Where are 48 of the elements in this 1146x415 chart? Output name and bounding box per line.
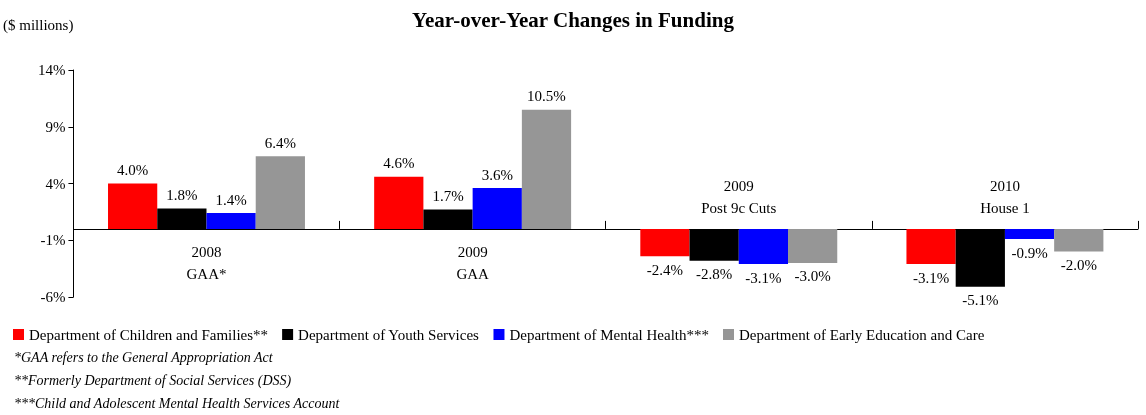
text: ***Child and Adolescent Mental Health Services Account	[14, 395, 341, 411]
x-tick-label: 2010 House 1	[980, 177, 1030, 216]
x-tick-label: 2009 GAA	[456, 243, 490, 282]
data-label: -2.0%	[1060, 257, 1097, 274]
text: **Formerly Department of Social Services (DSS)	[14, 372, 292, 389]
bar	[521, 109, 572, 229]
bar	[689, 228, 739, 261]
bar	[108, 183, 158, 229]
y-tick-label: 9%	[45, 118, 66, 135]
bar	[955, 228, 1005, 287]
legend-label: Department of Youth Services	[298, 326, 480, 343]
legend-label: Department of Children and Families**	[29, 326, 269, 343]
data-label: -5.1%	[962, 292, 999, 309]
bar	[1004, 228, 1055, 240]
legend-label: Department of Early Education and Care	[739, 326, 985, 343]
bar	[472, 188, 522, 229]
y-tick-label: 4%	[45, 175, 66, 192]
data-label: 10.5%	[527, 88, 566, 105]
text: *GAA refers to the General Appropriation Act	[14, 349, 274, 365]
y-tick-label: -1%	[40, 232, 66, 249]
data-label: -3.1%	[745, 269, 782, 286]
y-tick-label: 14%	[37, 62, 66, 78]
bar	[738, 228, 789, 265]
bar	[374, 176, 424, 229]
chart-title: Year-over-Year Changes in Funding	[412, 7, 735, 32]
data-label: -2.8%	[696, 266, 733, 283]
data-label: -3.0%	[794, 268, 831, 285]
data-label: -0.9%	[1011, 244, 1048, 261]
x-tick-label: 2008 GAA*	[186, 243, 227, 282]
data-label: 1.8%	[166, 186, 198, 203]
data-label: -2.4%	[646, 261, 684, 278]
bar	[640, 228, 690, 257]
data-label: -3.1%	[912, 269, 950, 286]
x-tick-label: 2009 Post 9c Cuts	[701, 177, 777, 216]
bar	[255, 156, 305, 229]
bar	[906, 228, 956, 265]
bar	[1054, 228, 1104, 252]
data-label: 1.4%	[215, 191, 247, 208]
bar	[206, 213, 256, 229]
y-tick-label: -6%	[40, 289, 66, 305]
data-label: 3.6%	[481, 166, 513, 183]
data-label: 4.6%	[383, 155, 415, 172]
data-label: 6.4%	[264, 134, 296, 151]
bar	[788, 228, 838, 263]
legend-label: Department of Mental Health***	[509, 326, 710, 343]
data-label: 1.7%	[432, 188, 464, 205]
y-axis-title: ($ millions)	[2, 16, 74, 34]
data-label: 4.0%	[117, 162, 149, 178]
